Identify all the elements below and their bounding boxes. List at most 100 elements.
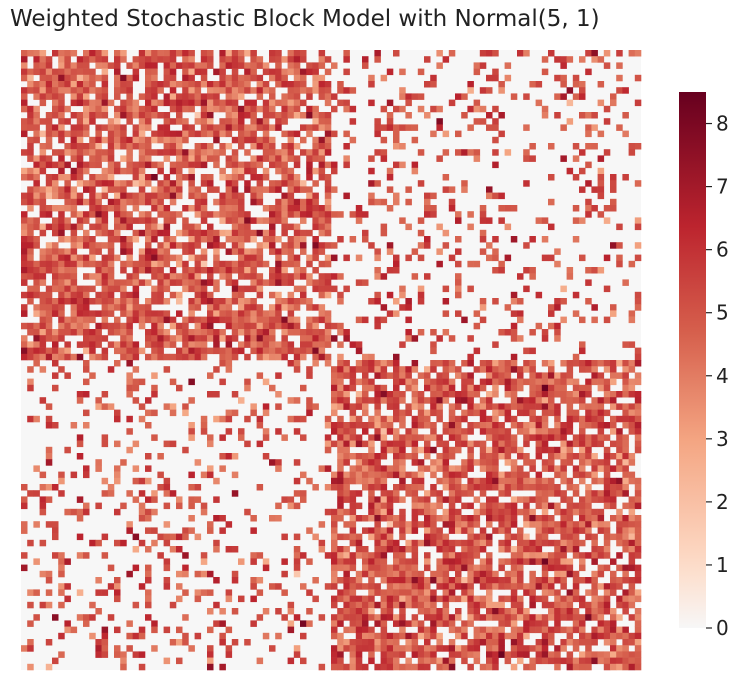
- heatmap-cell: [107, 273, 115, 280]
- heatmap-cell: [622, 490, 629, 497]
- heatmap-cell: [430, 601, 437, 609]
- heatmap-cell: [343, 285, 350, 293]
- heatmap-cell: [436, 360, 443, 367]
- heatmap-cell: [318, 242, 326, 249]
- heatmap-cell: [461, 149, 468, 156]
- heatmap-cell: [610, 304, 617, 311]
- heatmap-cell: [628, 589, 636, 596]
- heatmap-cell: [486, 254, 493, 262]
- heatmap-cell: [380, 620, 388, 627]
- heatmap-cell: [455, 391, 462, 398]
- heatmap-cell: [622, 378, 629, 386]
- heatmap-cell: [572, 378, 580, 386]
- heatmap-cell: [585, 651, 592, 658]
- heatmap-cell: [225, 93, 233, 100]
- heatmap-cell: [52, 105, 59, 113]
- heatmap-cell: [89, 335, 96, 342]
- heatmap-cell: [200, 62, 208, 69]
- heatmap-cell: [281, 223, 288, 231]
- heatmap-cell: [145, 198, 152, 206]
- heatmap-cell: [52, 248, 59, 255]
- heatmap-cell: [318, 62, 326, 69]
- heatmap-cell: [27, 415, 34, 423]
- heatmap-cell: [597, 508, 605, 516]
- heatmap-cell: [492, 496, 499, 503]
- heatmap-cell: [256, 440, 264, 448]
- heatmap-cell: [238, 112, 245, 119]
- heatmap-cell: [231, 310, 239, 317]
- heatmap-cell: [343, 639, 350, 646]
- heatmap-cell: [393, 583, 400, 590]
- heatmap-cell: [386, 205, 394, 212]
- heatmap-cell: [417, 539, 425, 547]
- heatmap-cell: [572, 217, 580, 224]
- heatmap-cell: [597, 546, 605, 553]
- heatmap-cell: [368, 496, 375, 503]
- heatmap-cell: [510, 601, 518, 609]
- heatmap-cell: [610, 608, 617, 615]
- heatmap-cell: [101, 632, 109, 640]
- heatmap-cell: [324, 291, 332, 299]
- heatmap-cell: [287, 87, 295, 94]
- heatmap-cell: [436, 459, 443, 466]
- heatmap-cell: [448, 50, 456, 57]
- heatmap-cell: [374, 645, 381, 652]
- heatmap-cell: [33, 180, 40, 187]
- heatmap-cell: [163, 558, 171, 565]
- heatmap-cell: [343, 384, 350, 392]
- heatmap-cell: [126, 118, 133, 125]
- heatmap-cell: [554, 620, 561, 627]
- heatmap-cell: [21, 521, 28, 528]
- heatmap-cell: [579, 81, 586, 88]
- heatmap-cell: [126, 143, 133, 150]
- heatmap-cell: [560, 496, 567, 503]
- heatmap-cell: [628, 366, 636, 373]
- heatmap-cell: [492, 614, 499, 621]
- heatmap-cell: [33, 87, 40, 94]
- heatmap-cell: [498, 639, 505, 646]
- heatmap-cell: [145, 546, 152, 553]
- heatmap-cell: [213, 310, 220, 317]
- heatmap-cell: [138, 93, 146, 100]
- heatmap-cell: [393, 645, 400, 652]
- heatmap-cell: [560, 465, 567, 472]
- heatmap-cell: [293, 223, 301, 231]
- heatmap-cell: [52, 298, 59, 305]
- heatmap-cell: [262, 403, 270, 410]
- heatmap-cell: [430, 409, 437, 417]
- heatmap-cell: [405, 484, 412, 491]
- heatmap-cell: [132, 465, 140, 472]
- heatmap-cell: [331, 372, 338, 379]
- heatmap-cell: [225, 428, 233, 435]
- heatmap-cell: [424, 539, 431, 547]
- heatmap-cell: [138, 322, 146, 330]
- heatmap-cell: [182, 242, 189, 249]
- heatmap-cell: [430, 570, 437, 578]
- heatmap-cell: [58, 285, 65, 293]
- heatmap-cell: [622, 521, 629, 528]
- heatmap-cell: [318, 205, 326, 212]
- heatmap-cell: [554, 651, 561, 658]
- heatmap-cell: [486, 583, 493, 590]
- heatmap-cell: [467, 397, 474, 404]
- heatmap-cell: [89, 136, 96, 144]
- heatmap-cell: [163, 583, 171, 590]
- heatmap-cell: [132, 192, 140, 200]
- heatmap-cell: [616, 242, 623, 249]
- heatmap-cell: [331, 397, 338, 404]
- heatmap-cell: [169, 242, 177, 249]
- heatmap-cell: [231, 409, 239, 417]
- heatmap-cell: [529, 360, 536, 367]
- heatmap-cell: [126, 360, 133, 367]
- heatmap-cell: [591, 521, 598, 528]
- heatmap-cell: [132, 298, 140, 305]
- heatmap-cell: [151, 310, 158, 317]
- heatmap-cell: [145, 217, 152, 224]
- heatmap-cell: [355, 279, 363, 286]
- heatmap-cell: [70, 143, 78, 150]
- heatmap-cell: [504, 595, 512, 603]
- heatmap-cell: [200, 205, 208, 212]
- heatmap-cell: [597, 192, 605, 200]
- heatmap-cell: [548, 304, 555, 311]
- heatmap-cell: [27, 291, 34, 299]
